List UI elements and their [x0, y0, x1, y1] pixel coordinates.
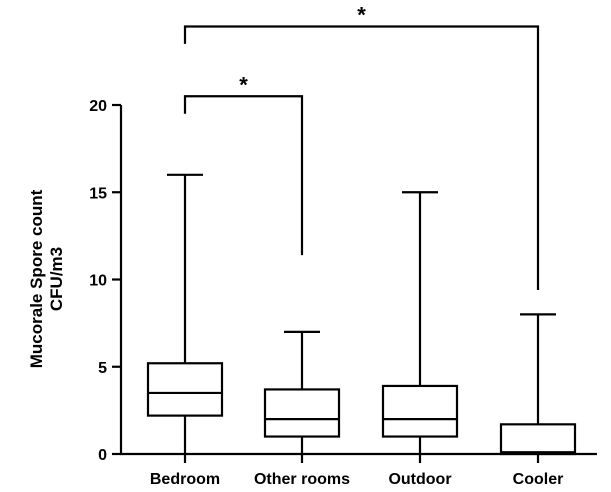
y-axis-title-line1: Mucorale Spore count	[27, 189, 46, 368]
x-tick-label: Bedroom	[150, 471, 220, 488]
y-tick-label: 5	[98, 360, 107, 377]
boxes	[146, 173, 577, 456]
x-tick-label: Cooler	[513, 471, 564, 488]
x-axis: Bedroom Other rooms Outdoor Cooler	[120, 452, 597, 488]
box-outdoor	[381, 191, 459, 454]
iqr-box	[146, 362, 224, 417]
y-axis: 0 5 10 15 20	[89, 98, 123, 464]
significance-brackets: **	[183, 2, 540, 290]
y-tick-label: 15	[89, 185, 107, 202]
y-tick-label: 10	[89, 273, 107, 290]
y-tick-label: 20	[89, 98, 107, 115]
y-tick-label: 0	[98, 447, 107, 464]
bracket-line	[183, 95, 304, 256]
iqr-box	[263, 388, 341, 438]
x-tick-label: Outdoor	[388, 471, 451, 488]
box-bedroom	[146, 173, 224, 454]
box-other-rooms	[263, 330, 341, 454]
bracket-line	[183, 25, 540, 290]
significance-bracket: *	[183, 2, 540, 290]
iqr-box	[499, 423, 577, 456]
significance-label: *	[357, 2, 366, 27]
iqr-box	[381, 384, 459, 438]
y-axis-title-line2: CFU/m3	[47, 247, 66, 311]
x-tick-label: Other rooms	[254, 471, 350, 488]
significance-bracket: *	[183, 72, 304, 256]
box-cooler	[499, 313, 577, 456]
significance-label: *	[239, 72, 248, 97]
